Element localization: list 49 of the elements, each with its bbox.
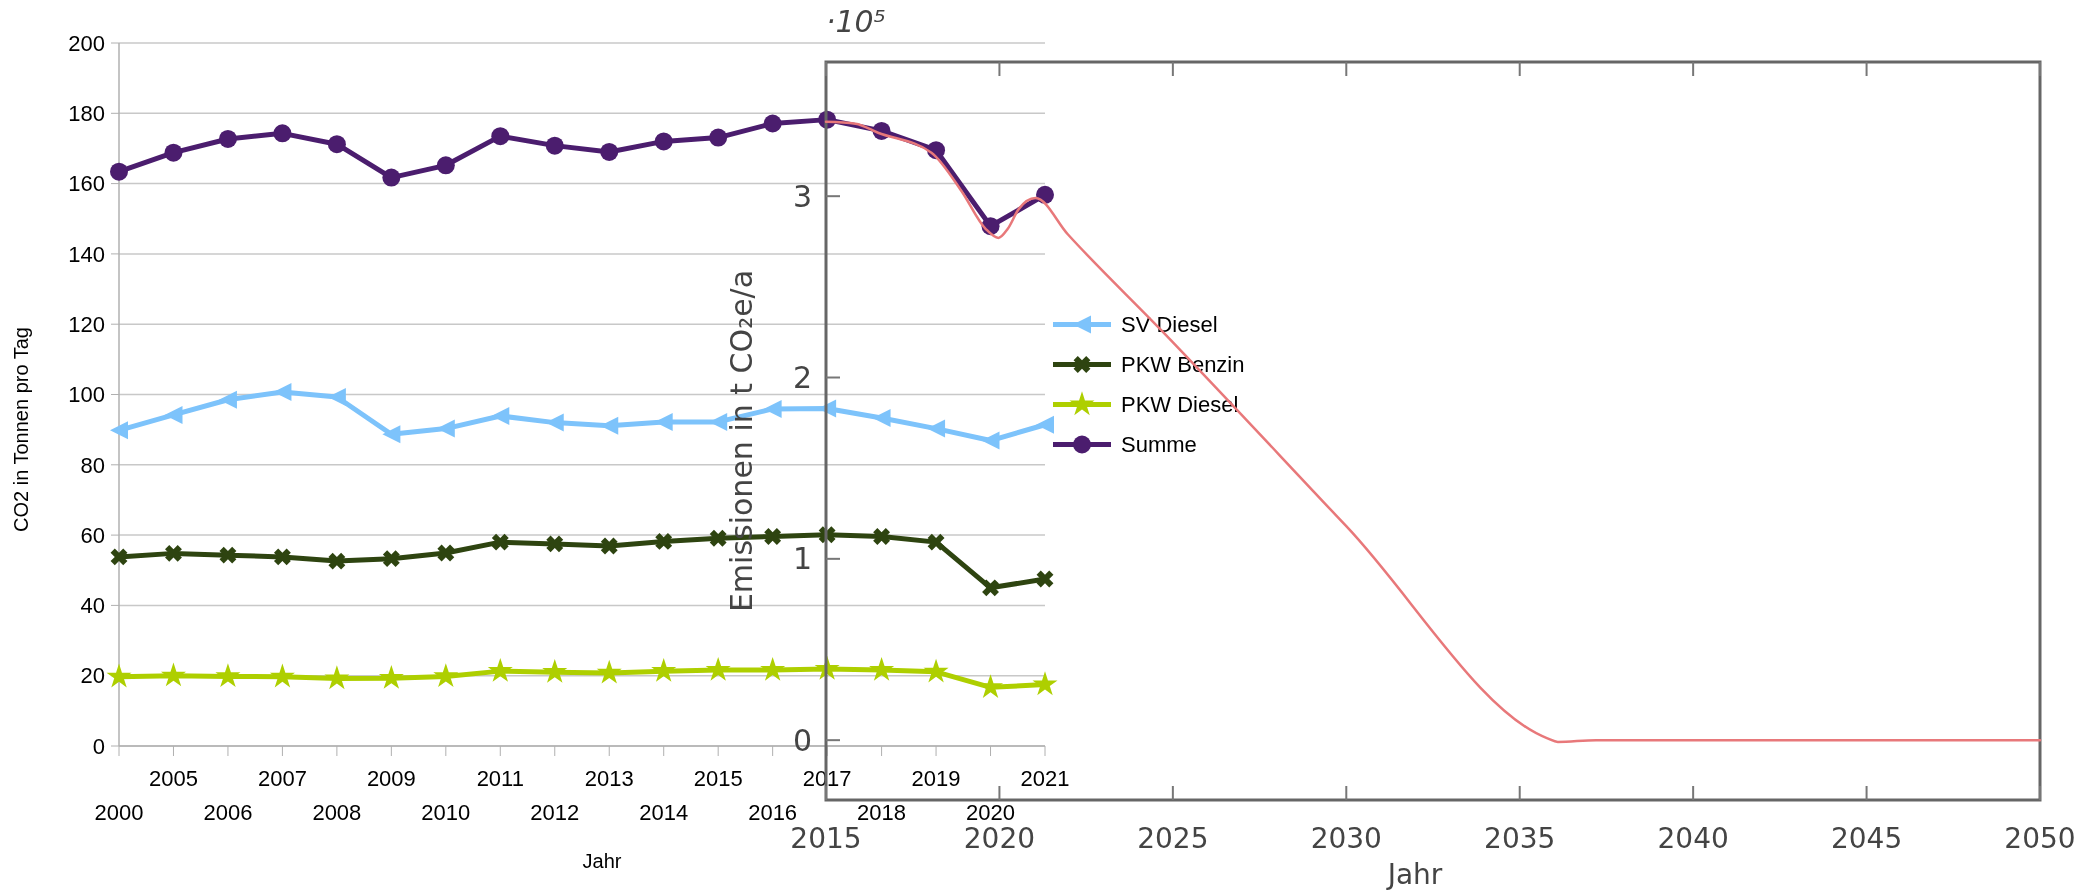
x-tick-label: 2000 — [94, 800, 144, 825]
x-tick-label: 2016 — [748, 800, 798, 825]
y-axis-title: CO2 in Tonnen pro Tag — [10, 327, 32, 532]
y-tick-label: 0 — [92, 733, 105, 759]
y-tick-label: 60 — [80, 522, 105, 548]
x-tick-label: 2015 — [790, 822, 862, 855]
y-tick-label: 3 — [792, 178, 812, 214]
x-tick-label: 2007 — [257, 766, 307, 791]
y-tick-label: 160 — [68, 171, 105, 197]
y-tick-label: 200 — [68, 30, 105, 56]
y-tick-label: 120 — [68, 311, 105, 337]
x-tick-label: 2025 — [1137, 822, 1209, 855]
x-tick-label: 2040 — [1657, 822, 1729, 855]
y-tick-label: 140 — [68, 241, 105, 267]
y-tick-label: 1 — [792, 541, 812, 577]
y-axis-title: Emissionen in t CO₂e/a — [724, 269, 759, 613]
y-tick-label: 80 — [80, 452, 105, 478]
x-tick-label: 2020 — [963, 822, 1036, 855]
y-tick-label: 180 — [68, 101, 105, 126]
x-tick-label: 2009 — [366, 766, 416, 791]
x-tick-label: 2011 — [476, 766, 524, 791]
legend-label: Summe — [1121, 432, 1197, 458]
y-tick-label: 20 — [80, 663, 105, 689]
x-tick-label: 2005 — [148, 766, 198, 791]
x-tick-label: 2014 — [639, 800, 689, 825]
x-tick-label: 2030 — [1310, 822, 1382, 855]
legend-label: SV Diesel — [1121, 312, 1218, 338]
x-tick-label: 2050 — [2004, 822, 2076, 855]
x-axis-title: Jahr — [582, 850, 622, 872]
x-tick-label: 2021 — [1020, 766, 1070, 791]
x-tick-label: 2020 — [966, 800, 1016, 825]
y-tick-label: 0 — [792, 722, 812, 758]
x-tick-label: 2006 — [203, 800, 253, 825]
x-tick-label: 2013 — [584, 766, 634, 791]
y-tick-label: 2 — [792, 360, 812, 396]
x-tick-label: 2015 — [693, 766, 743, 791]
x-tick-label: 2018 — [857, 800, 907, 825]
y-tick-label: 40 — [80, 593, 105, 619]
x-axis-title: Jahr — [1385, 858, 1443, 891]
x-tick-label: 2019 — [911, 766, 961, 791]
x-tick-label: 2035 — [1484, 822, 1556, 855]
y-tick-label: 100 — [68, 382, 105, 408]
x-tick-label: 2012 — [530, 800, 580, 825]
legend-label: PKW Diesel — [1121, 392, 1239, 418]
legend-label: PKW Benzin — [1121, 352, 1245, 378]
x-tick-label: 2010 — [421, 800, 471, 825]
text: ·10⁵ — [826, 4, 886, 39]
x-tick-label: 2045 — [1830, 822, 1903, 855]
x-tick-label: 2008 — [312, 800, 362, 825]
